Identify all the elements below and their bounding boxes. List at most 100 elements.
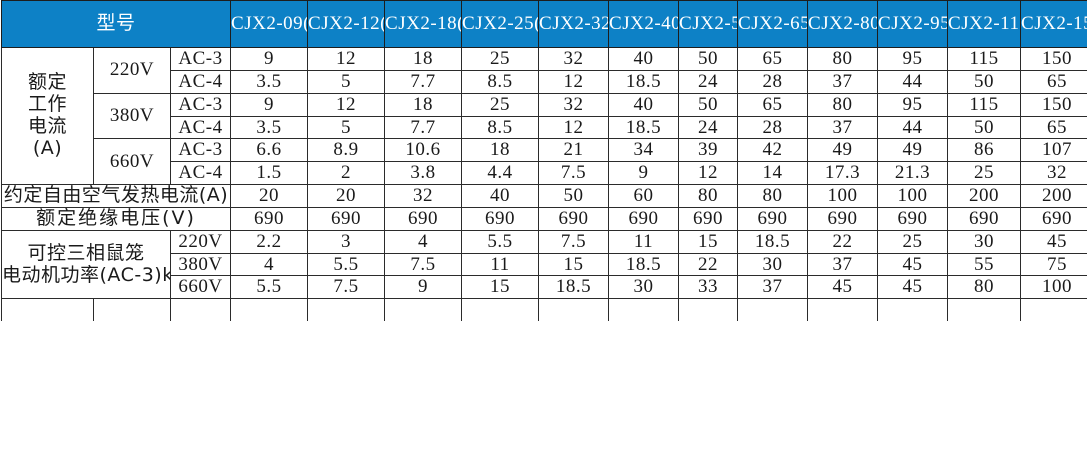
cell-value: 14 [737, 161, 809, 186]
cell-value: 33 [678, 275, 739, 300]
voltage-label: 660V [93, 138, 171, 186]
cell-value: 55 [947, 252, 1022, 277]
row-label-heating-current: 约定自由空气发热电流(A) [0, 184, 232, 208]
cell-value: 37 [807, 252, 879, 277]
cell-value: 65 [1020, 115, 1087, 140]
rated-current-label-line: 额定 [27, 71, 67, 94]
clipped-cell [877, 298, 949, 322]
cell-value: 22 [807, 229, 879, 254]
cell-value: 65 [737, 47, 809, 71]
rated-current-label-line: (A) [32, 136, 63, 159]
cell-value: 45 [877, 252, 949, 277]
cell-value: 21.3 [877, 161, 949, 186]
cell-value: 15 [538, 252, 610, 277]
clipped-next-row [1, 298, 1087, 322]
cell-value: 150 [1020, 47, 1087, 71]
cell-value: 200 [1020, 184, 1087, 208]
cell-value: 6.6 [230, 138, 309, 163]
cell-value: 18.5 [608, 252, 680, 277]
cell-value: 45 [1020, 229, 1087, 254]
cell-value: 3 [307, 229, 386, 254]
cell-value: 107 [1020, 138, 1087, 163]
clipped-cell [807, 298, 879, 322]
cell-value: 18.5 [608, 115, 680, 140]
cell-value: 12 [538, 115, 610, 140]
utilization-category-label: AC-3 [169, 92, 232, 117]
clipped-cell [678, 298, 739, 322]
voltage-label: 380V [169, 252, 232, 277]
cell-value: 5.5 [230, 275, 309, 300]
rated-current-label-line: 工作 [27, 93, 67, 116]
cell-value: 17.3 [807, 161, 879, 186]
cell-value: 20 [230, 184, 309, 208]
cell-value: 690 [230, 206, 309, 231]
cell-value: 7.5 [538, 161, 610, 186]
clipped-cell [307, 298, 386, 322]
cell-value: 115 [947, 47, 1022, 71]
column-header-model: CJX2-65(Z) [737, 0, 809, 48]
cell-value: 5.5 [461, 229, 540, 254]
cell-value: 100 [877, 184, 949, 208]
column-header-model: CJX2-25(Z) [461, 0, 540, 48]
cell-value: 7.7 [384, 69, 463, 94]
utilization-category-label: AC-4 [169, 161, 232, 186]
cell-value: 12 [538, 69, 610, 94]
table-row: 额定 工作 电流 (A) 220V AC-3 9 12 18 25 32 40 50 65 80 95 115 1… [1, 46, 1087, 186]
cell-value: 200 [947, 184, 1022, 208]
motor-power-label-line: 电动机功率(AC-3)kW [2, 263, 170, 286]
cell-value: 18.5 [608, 69, 680, 94]
cell-value: 690 [678, 206, 739, 231]
cell-value: 37 [737, 275, 809, 300]
cell-value: 690 [461, 206, 540, 231]
cell-value: 150 [1020, 92, 1087, 117]
clipped-cell [169, 298, 232, 322]
cell-value: 30 [737, 252, 809, 277]
cell-value: 45 [807, 275, 879, 300]
cell-value: 80 [947, 275, 1022, 300]
table-row: 额定绝缘电压(V) 690 690 690 690 690 690 690 690 690 690 6… [0, 206, 1087, 231]
cell-value: 45 [877, 275, 949, 300]
column-header-model: CJX2-95(Z) [877, 0, 949, 48]
cell-value: 50 [678, 47, 739, 71]
cell-value: 4.4 [461, 161, 540, 186]
column-header-model: CJX2-18(Z) [384, 0, 463, 48]
cell-value: 9 [384, 275, 463, 300]
table-row: 可控三相鼠笼电动机功率(AC-3)kW220V2.2345.57.5111518… [1, 229, 1087, 300]
clipped-cell [230, 298, 309, 322]
cell-value: 7.5 [307, 275, 386, 300]
clipped-cell [93, 298, 171, 322]
cell-value: 100 [807, 184, 879, 208]
cell-value: 80 [678, 184, 739, 208]
cell-value: 50 [947, 115, 1022, 140]
cell-value: 32 [538, 47, 610, 71]
cell-value: 25 [461, 92, 540, 117]
cell-value: 15 [461, 275, 540, 300]
cell-value: 34 [608, 138, 680, 163]
voltage-label: 220V [93, 47, 171, 94]
cell-value: 75 [1020, 252, 1087, 277]
cell-value: 11 [461, 252, 540, 277]
clipped-cell [737, 298, 809, 322]
cell-value: 18.5 [538, 275, 610, 300]
column-header-model: CJX2-80(Z) [807, 0, 879, 48]
cell-value: 32 [1020, 161, 1087, 186]
cell-value: 20 [307, 184, 386, 208]
cell-value: 50 [678, 92, 739, 117]
cell-value: 8.9 [307, 138, 386, 163]
column-header-model: CJX2-40(Z) [608, 0, 680, 48]
cell-value: 5.5 [307, 252, 386, 277]
cell-value: 8.5 [461, 115, 540, 140]
column-header-model: CJX2-115 [947, 0, 1022, 48]
cell-value: 2 [307, 161, 386, 186]
cell-value: 7.7 [384, 115, 463, 140]
cell-value: 11 [608, 229, 680, 254]
cell-value: 60 [608, 184, 680, 208]
cell-value: 80 [807, 47, 879, 71]
